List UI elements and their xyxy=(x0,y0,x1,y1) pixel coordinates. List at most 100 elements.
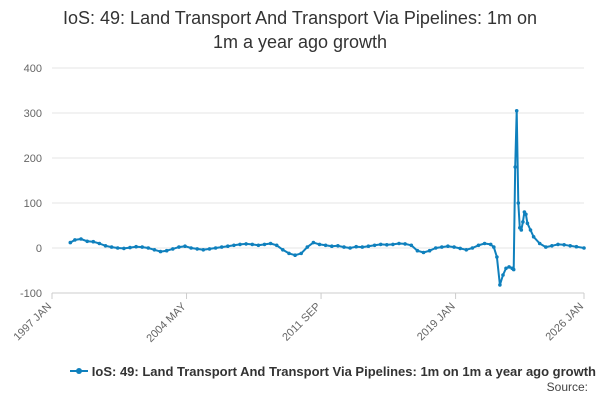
data-point xyxy=(544,245,548,249)
data-point xyxy=(397,241,401,246)
data-point xyxy=(501,273,505,277)
data-point xyxy=(488,242,493,247)
data-point xyxy=(140,245,144,249)
data-point xyxy=(403,242,407,246)
data-point xyxy=(256,243,261,248)
data-point xyxy=(482,241,487,246)
data-point xyxy=(427,248,432,253)
series-line xyxy=(69,109,585,286)
data-point xyxy=(492,245,496,249)
data-point xyxy=(97,241,102,246)
data-point xyxy=(385,243,389,247)
data-point xyxy=(360,245,365,249)
data-point xyxy=(79,237,83,241)
data-point xyxy=(495,255,499,259)
data-point xyxy=(146,246,151,250)
data-point xyxy=(109,245,114,249)
data-point xyxy=(528,228,533,232)
x-tick-label: 1997 JAN xyxy=(11,301,54,344)
data-point xyxy=(507,265,511,269)
data-point xyxy=(213,246,218,250)
data-point xyxy=(268,241,273,246)
data-point xyxy=(550,244,554,248)
x-tick-label: 2019 JAN xyxy=(415,301,458,344)
y-tick-label: -100 xyxy=(20,288,42,300)
data-point xyxy=(311,240,316,245)
data-point xyxy=(274,243,279,248)
data-point xyxy=(574,244,579,249)
data-point xyxy=(348,246,352,250)
data-point xyxy=(531,235,536,239)
y-tick-label: 400 xyxy=(24,63,42,75)
data-point xyxy=(158,249,163,254)
data-point xyxy=(250,242,255,247)
data-point xyxy=(219,245,224,249)
data-point xyxy=(115,246,120,250)
data-point xyxy=(458,246,463,251)
data-point xyxy=(511,267,516,272)
data-point xyxy=(537,241,542,246)
data-point xyxy=(299,251,304,256)
data-point xyxy=(366,244,371,248)
data-point xyxy=(293,253,297,257)
data-point xyxy=(521,220,525,224)
data-point xyxy=(464,248,469,252)
data-point xyxy=(470,246,475,250)
data-point xyxy=(73,238,77,242)
data-point xyxy=(354,244,359,249)
data-point xyxy=(342,245,346,249)
data-point xyxy=(562,243,566,247)
data-point xyxy=(122,246,126,251)
data-point xyxy=(409,243,414,248)
data-point xyxy=(336,244,340,248)
data-point xyxy=(504,266,508,271)
data-point xyxy=(317,242,322,247)
data-point xyxy=(514,109,519,113)
data-point xyxy=(372,243,377,248)
data-point xyxy=(323,243,328,248)
legend-label: IoS: 49: Land Transport And Transport Vi… xyxy=(91,363,596,379)
data-point xyxy=(582,246,586,250)
data-point xyxy=(513,165,517,169)
chart-title-line-2: 1m a year ago growth xyxy=(212,32,388,52)
x-tick-label: 2011 SEP xyxy=(280,301,323,344)
x-tick-label: 2026 JAN xyxy=(543,301,586,344)
data-point xyxy=(207,247,212,251)
data-point xyxy=(440,245,444,249)
data-point xyxy=(525,221,530,226)
data-point xyxy=(177,245,181,249)
data-point xyxy=(433,246,438,250)
y-tick-label: 0 xyxy=(36,243,42,255)
data-point xyxy=(103,244,108,248)
data-point xyxy=(378,242,383,247)
data-point xyxy=(446,244,450,248)
data-point xyxy=(287,251,291,256)
data-point xyxy=(91,239,96,244)
data-point xyxy=(85,239,89,244)
data-point xyxy=(244,242,248,246)
data-point xyxy=(262,242,267,247)
legend[interactable]: IoS: 49: Land Transport And Transport Vi… xyxy=(0,362,600,380)
x-tick-label: 2004 MAY xyxy=(144,300,189,345)
data-point xyxy=(171,247,175,251)
data-point xyxy=(415,248,420,253)
data-point xyxy=(519,228,524,232)
data-point xyxy=(238,242,242,247)
source-label: Source: xyxy=(546,380,588,394)
data-point xyxy=(330,244,334,248)
data-point xyxy=(68,240,73,245)
data-point xyxy=(183,244,187,248)
data-point xyxy=(152,248,157,252)
data-point xyxy=(128,245,132,250)
data-point xyxy=(452,245,456,249)
data-point xyxy=(498,283,502,287)
data-point xyxy=(134,244,138,249)
chart-title-line-1: IoS: 49: Land Transport And Transport Vi… xyxy=(63,8,537,28)
data-point xyxy=(421,250,426,255)
y-tick-label: 100 xyxy=(24,198,42,210)
chart-title: IoS: 49: Land Transport And Transport Vi… xyxy=(0,6,600,54)
data-point xyxy=(391,242,395,247)
y-tick-label: 200 xyxy=(24,153,42,165)
data-point xyxy=(195,247,199,251)
